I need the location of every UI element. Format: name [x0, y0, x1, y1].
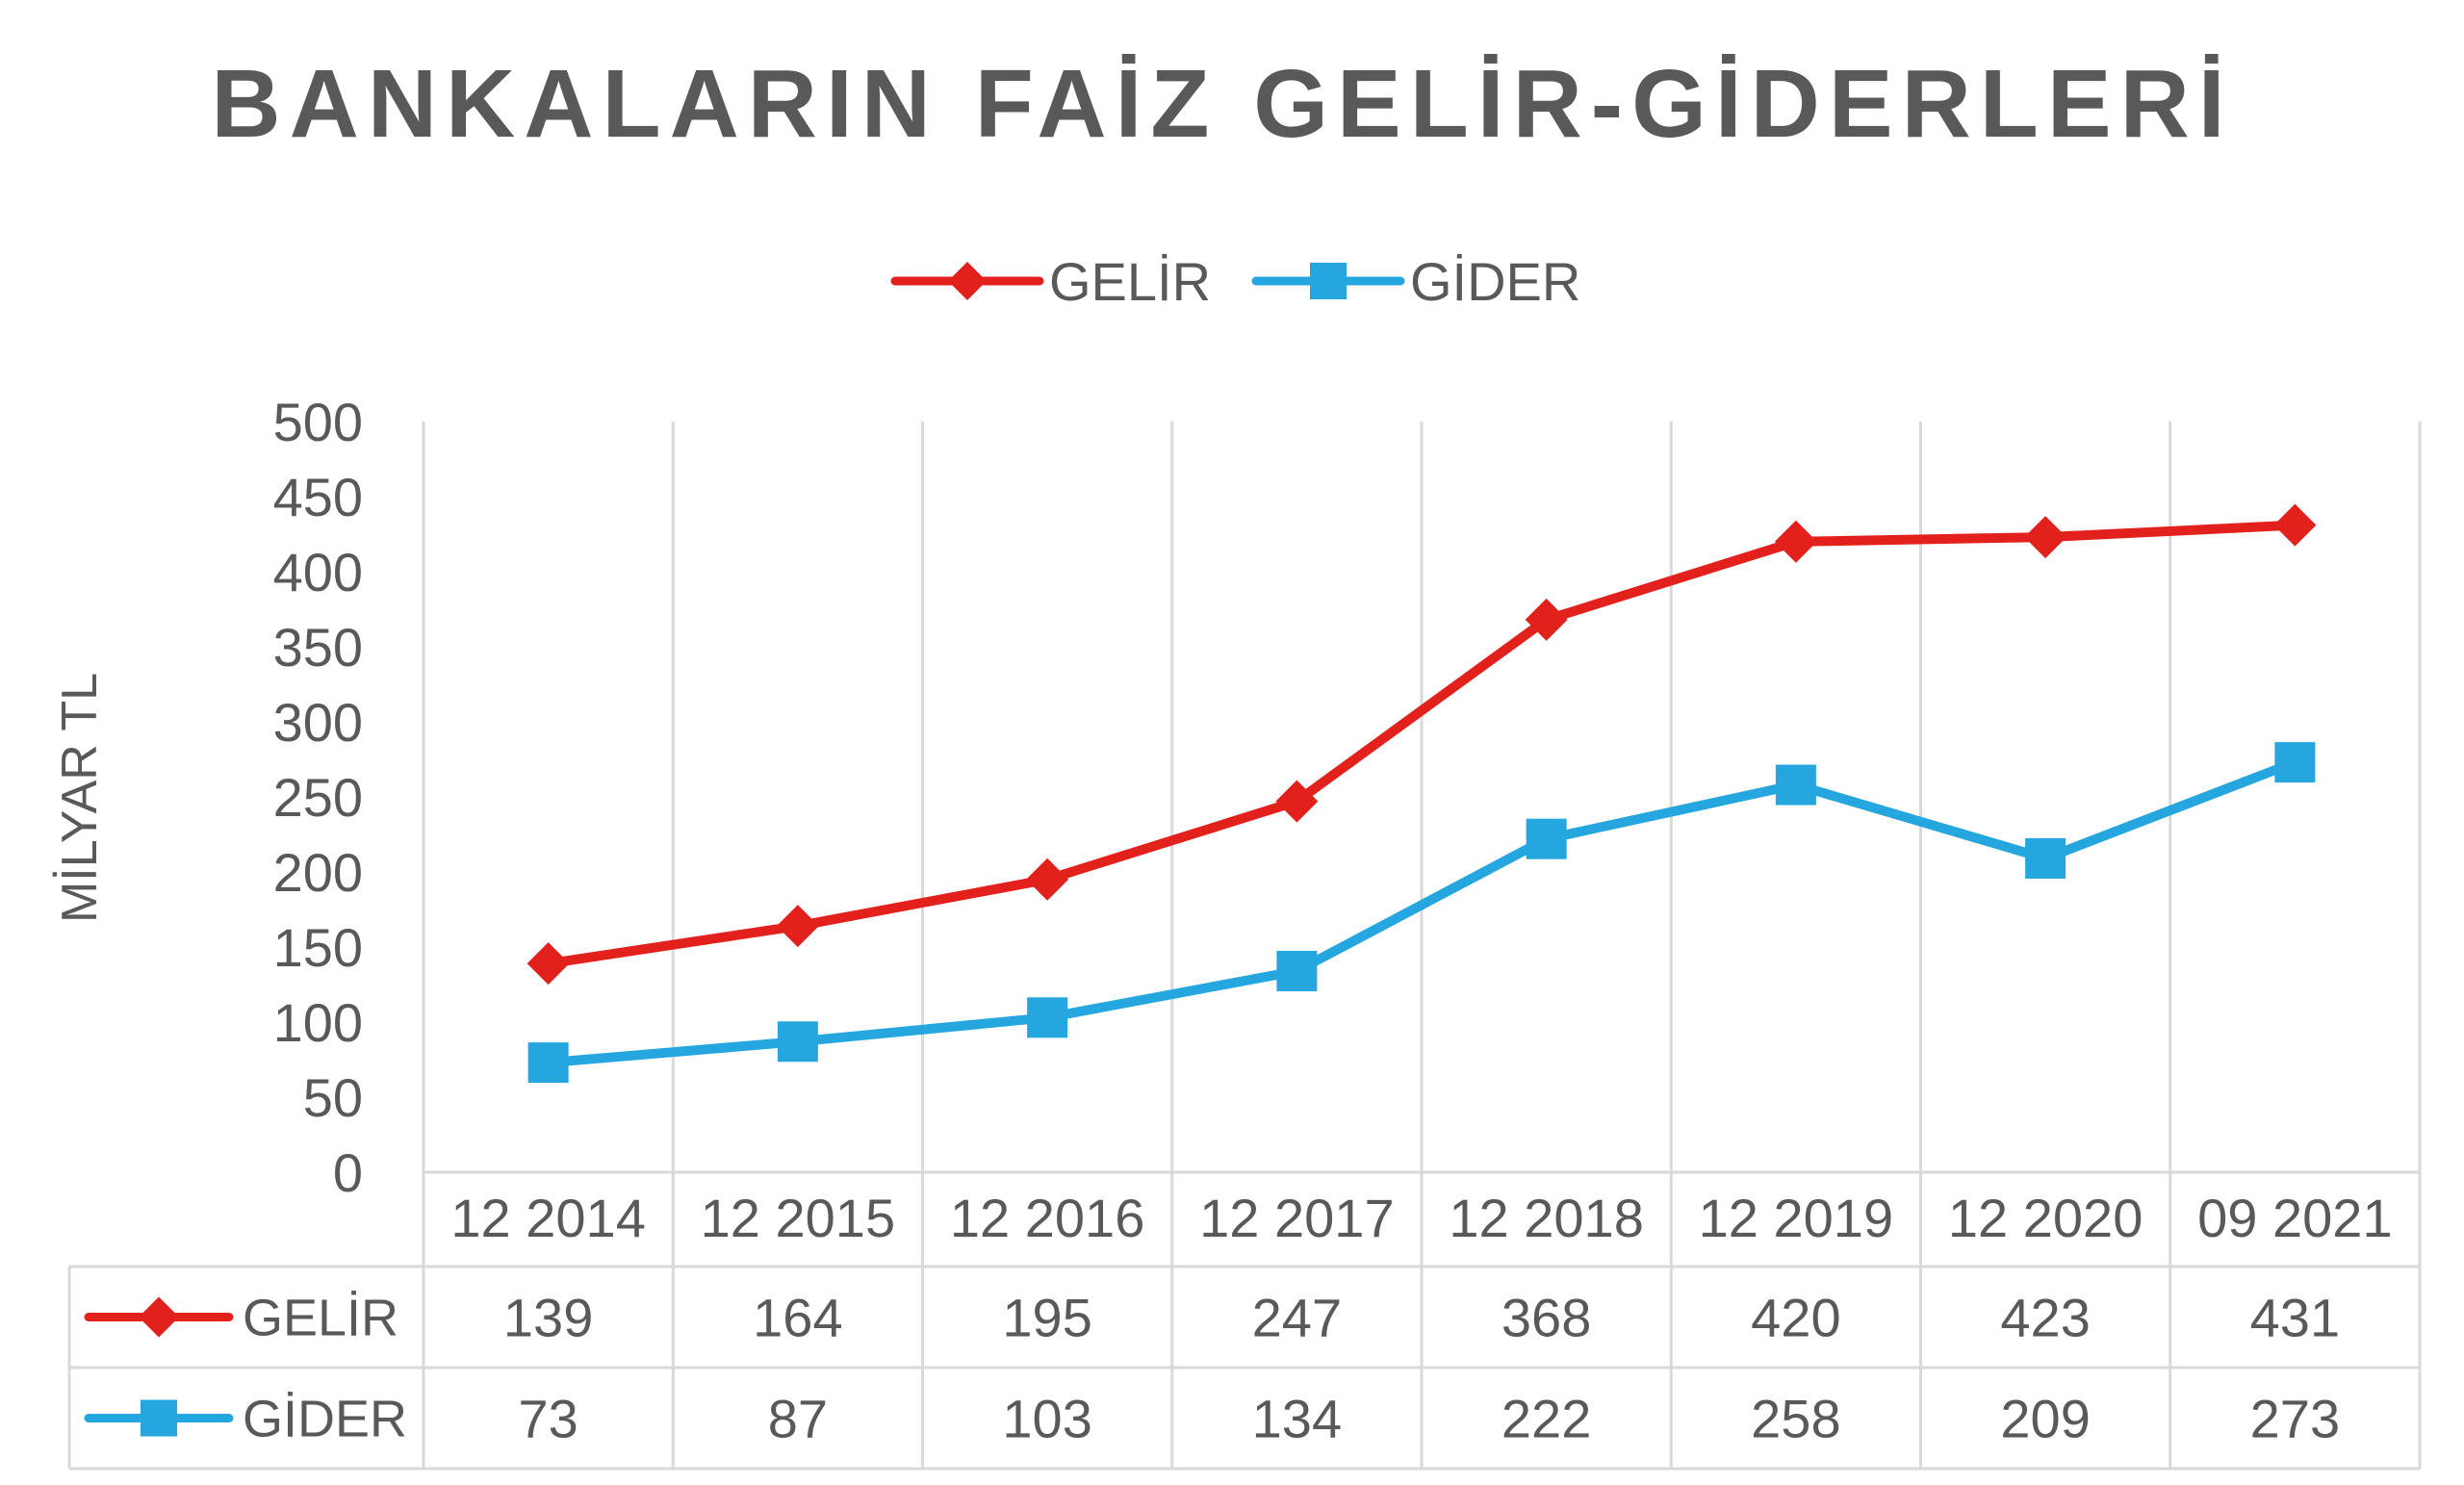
- x-tick-label: 12 2016: [950, 1188, 1144, 1248]
- data-point-square: [1310, 263, 1347, 299]
- x-tick-label: 12 2018: [1449, 1188, 1643, 1248]
- y-tick-label: 400: [273, 542, 363, 602]
- y-tick-label: 150: [273, 917, 363, 978]
- series-line-1: [543, 757, 2300, 1068]
- table-cell-value: 73: [518, 1389, 578, 1449]
- data-point-square: [1027, 997, 1068, 1038]
- legend-label: GELİR: [1049, 251, 1211, 312]
- data-point-square: [777, 1021, 818, 1063]
- table-cell-value: 420: [1751, 1288, 1840, 1348]
- table-cell-value: 247: [1252, 1288, 1342, 1348]
- series-lines: [526, 503, 2317, 1084]
- x-tick-label: 12 2017: [1199, 1188, 1394, 1248]
- data-point-square: [527, 1042, 569, 1084]
- data-point-diamond: [1275, 780, 1319, 823]
- legend-label: GİDER: [1410, 251, 1580, 312]
- table-cell-value: 103: [1002, 1389, 1091, 1449]
- y-tick-labels: 0 50 100 150 200 250 300 350 400 450 500: [273, 392, 363, 1203]
- table-cell-value: 139: [503, 1288, 593, 1348]
- data-point-square: [2025, 837, 2066, 879]
- data-point-diamond: [2024, 516, 2067, 559]
- data-point-diamond: [1026, 858, 1069, 901]
- table-cell-value: 134: [1252, 1389, 1342, 1449]
- grid: [422, 422, 2422, 1469]
- table-cell-value: 164: [753, 1288, 842, 1348]
- data-point-diamond: [776, 905, 819, 948]
- legend: GELİR GİDER: [890, 251, 1580, 312]
- y-tick-label: 500: [273, 392, 363, 452]
- x-tick-label: 12 2019: [1699, 1188, 1893, 1248]
- table-cell-value: 273: [2250, 1389, 2340, 1449]
- table-cell-value: 195: [1002, 1288, 1091, 1348]
- chart-title: BANKALARIN FAİZ GELİR-GİDERLERİ: [211, 50, 2233, 158]
- table-series-label: GELİR: [243, 1290, 398, 1347]
- table-cell-value: 87: [768, 1389, 828, 1449]
- x-tick-label: 12 2014: [450, 1188, 645, 1248]
- y-tick-label: 50: [303, 1067, 363, 1128]
- table-cell-value: 258: [1751, 1389, 1840, 1449]
- data-point-diamond: [139, 1296, 179, 1338]
- data-table: 12 2014 12 2015 12 2016 12 2017 12 2018 12 20…: [67, 1170, 2420, 1471]
- table-cell-value: 423: [2000, 1288, 2090, 1348]
- data-point-diamond: [948, 262, 987, 300]
- table-cell-value: 222: [1502, 1389, 1591, 1449]
- y-tick-label: 250: [273, 767, 363, 828]
- x-tick-label: 12 2015: [701, 1188, 895, 1248]
- table-cell-value: 368: [1502, 1288, 1591, 1348]
- y-tick-label: 450: [273, 467, 363, 527]
- table-series-label: GİDER: [243, 1391, 407, 1448]
- data-point-diamond: [1525, 598, 1568, 641]
- data-point-square: [1526, 818, 1567, 859]
- x-tick-label: 12 2020: [1948, 1188, 2143, 1248]
- table-cell-value: 431: [2250, 1288, 2340, 1348]
- x-tick-label: 09 2021: [2197, 1188, 2392, 1248]
- y-tick-label: 0: [333, 1142, 363, 1203]
- data-point-diamond: [526, 942, 570, 986]
- y-tick-label: 200: [273, 842, 363, 903]
- y-tick-label: 100: [273, 992, 363, 1053]
- data-point-square: [1276, 950, 1318, 991]
- y-axis-label: MİLYAR TL: [52, 673, 108, 923]
- data-point-square: [141, 1399, 177, 1437]
- data-point-diamond: [1774, 520, 1817, 563]
- y-tick-label: 350: [273, 617, 363, 678]
- data-point-square: [2274, 742, 2316, 783]
- y-tick-label: 300: [273, 692, 363, 753]
- data-point-diamond: [2273, 503, 2317, 547]
- series-line-0: [543, 520, 2300, 969]
- table-cell-value: 209: [2000, 1389, 2090, 1449]
- data-point-square: [1775, 764, 1816, 806]
